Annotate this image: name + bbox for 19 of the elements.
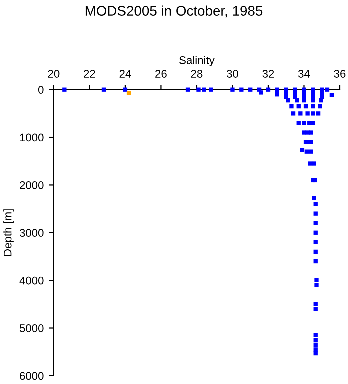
x-tick-label: 32	[262, 70, 274, 78]
x-axis-title: Salinity	[180, 56, 215, 67]
x-tick-label: 36	[334, 70, 346, 78]
x-tick-label: 30	[226, 70, 238, 78]
y-tick-label: 2000	[20, 181, 44, 190]
chart-title: MODS2005 in October, 1985	[86, 6, 263, 18]
x-tick-label: 26	[156, 70, 167, 78]
y-axis-title: Depth [m]	[4, 210, 14, 256]
y-tick-label: 6000	[20, 372, 44, 380]
x-tick-label: 22	[84, 70, 96, 78]
y-tick-label: 0	[38, 86, 44, 94]
y-tick-label: 4000	[20, 276, 44, 285]
y-tick-label: 3000	[20, 229, 44, 238]
x-tick-label: 34	[298, 70, 310, 78]
y-tick-label: 1000	[20, 134, 44, 142]
y-tick-label: 5000	[20, 324, 44, 332]
x-tick-label: 20	[48, 70, 60, 78]
x-tick-label: 28	[191, 70, 203, 78]
x-tick-label: 24	[120, 70, 132, 78]
